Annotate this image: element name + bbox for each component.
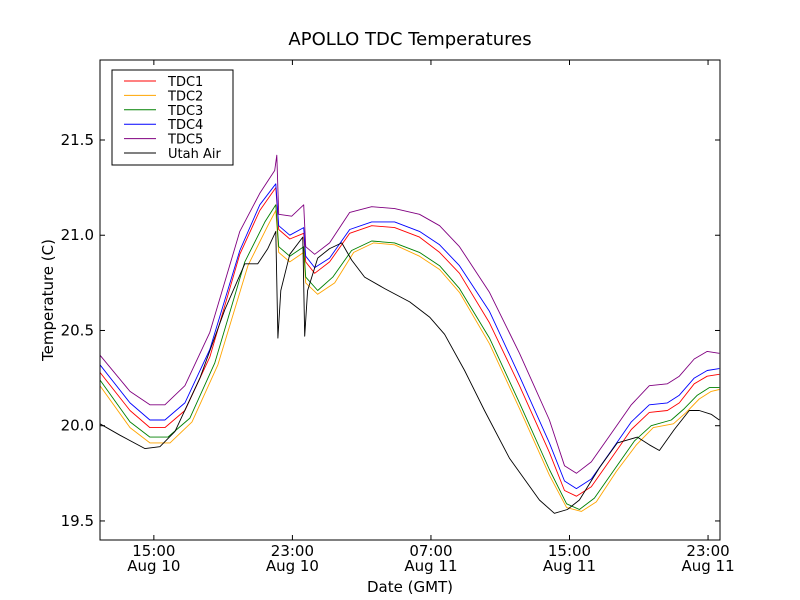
- series-layer: [99, 154, 720, 514]
- y-tick-label: 21.5: [61, 131, 94, 149]
- x-tick-label-time: 15:00: [132, 542, 175, 560]
- chart-title: APOLLO TDC Temperatures: [288, 29, 531, 50]
- series-line-utah-air: [99, 230, 720, 514]
- legend-label: TDC3: [167, 104, 203, 119]
- y-tick-label: 20.0: [61, 417, 94, 435]
- series-line-tdc1: [99, 187, 720, 497]
- y-tick-label: 20.5: [61, 321, 94, 339]
- y-tick-label: 19.5: [61, 512, 94, 530]
- plot-frame: [99, 59, 721, 541]
- x-tick-label-time: 23:00: [271, 542, 314, 560]
- y-axis-label: Temperature (C): [39, 239, 57, 362]
- legend-frame: [111, 69, 234, 166]
- series-line-tdc4: [99, 183, 720, 490]
- series-line-tdc2: [99, 210, 720, 512]
- series-line-tdc5: [99, 154, 720, 474]
- x-tick-label-time: 07:00: [409, 542, 452, 560]
- legend-label: TDC2: [167, 89, 203, 104]
- x-tick-label-date: Aug 11: [681, 557, 734, 575]
- y-tick-label: 21.0: [61, 226, 94, 244]
- legend-label: TDC4: [167, 118, 203, 133]
- y-axis: 19.5 20.0 20.5 21.0 21.5: [61, 131, 720, 530]
- legend-label: TDC5: [167, 133, 203, 148]
- x-tick-label-date: Aug 10: [127, 557, 180, 575]
- x-tick-label-date: Aug 10: [266, 557, 319, 575]
- x-axis-label: Date (GMT): [367, 578, 453, 596]
- legend-label: TDC1: [167, 75, 203, 90]
- legend-label: Utah Air: [168, 147, 221, 162]
- x-tick-label-date: Aug 11: [543, 557, 596, 575]
- x-tick-label-date: Aug 11: [404, 557, 457, 575]
- x-tick-label-time: 23:00: [686, 542, 729, 560]
- series-line-tdc3: [99, 204, 720, 510]
- x-tick-label-time: 15:00: [548, 542, 591, 560]
